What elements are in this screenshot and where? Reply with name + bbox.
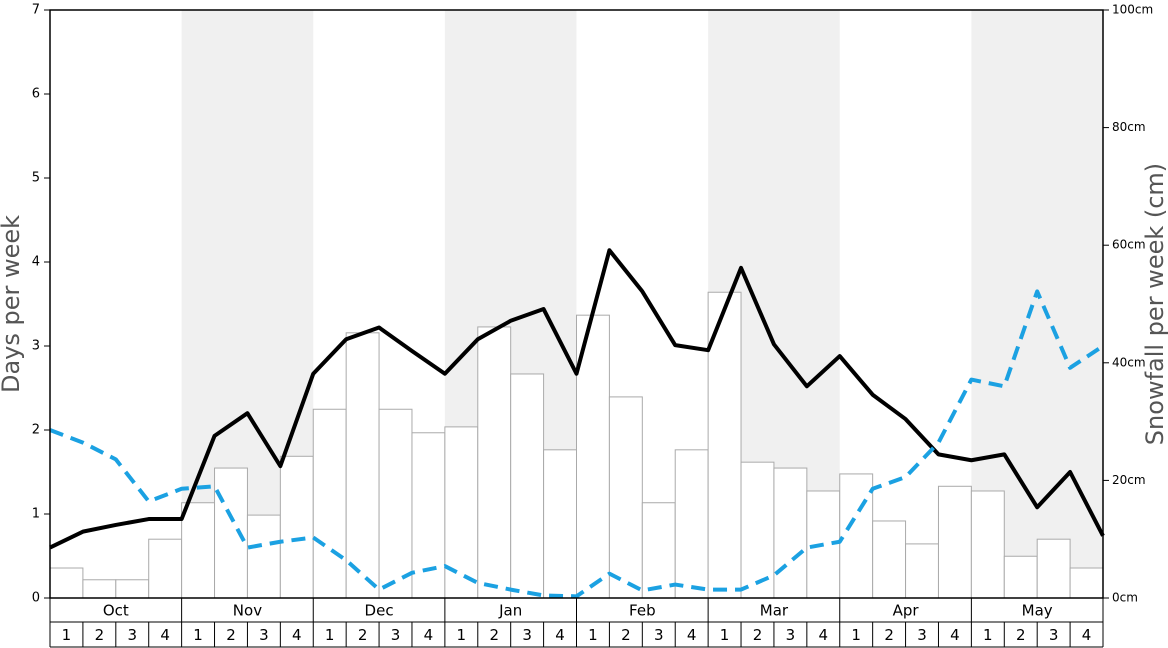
bar — [181, 502, 216, 599]
week-label: 2 — [884, 626, 894, 644]
bar — [312, 408, 347, 599]
y2-tick-label: 20cm — [1112, 473, 1146, 487]
month-label: Nov — [233, 602, 262, 620]
week-label: 2 — [95, 626, 105, 644]
bar — [345, 332, 380, 599]
week-label: 1 — [720, 626, 730, 644]
y2-tick-label: 100cm — [1112, 3, 1153, 17]
y2-tick-label: 40cm — [1112, 355, 1146, 369]
week-label: 1 — [983, 626, 993, 644]
bar — [576, 314, 610, 599]
week-label: 3 — [522, 626, 532, 644]
week-label: 2 — [1016, 626, 1026, 644]
month-label: Feb — [629, 602, 656, 620]
bar — [773, 467, 808, 599]
week-label: 1 — [62, 626, 72, 644]
bar — [707, 291, 742, 599]
week-label: 4 — [292, 626, 302, 644]
bar — [641, 502, 676, 599]
week-label: 4 — [950, 626, 960, 644]
y2-tick-label: 60cm — [1112, 238, 1146, 252]
y-axis-label: Days per week — [0, 215, 25, 393]
y-tick-label: 4 — [32, 255, 40, 270]
y2-axis-label: Snowfall per week (cm) — [1141, 163, 1168, 445]
bar — [1036, 538, 1071, 599]
bar — [115, 579, 150, 599]
week-label: 2 — [226, 626, 236, 644]
week-label: 4 — [1082, 626, 1092, 644]
week-label: 3 — [259, 626, 269, 644]
bar — [49, 567, 84, 599]
y2-tick-label: 0cm — [1112, 591, 1138, 605]
week-label: 1 — [851, 626, 861, 644]
bar — [543, 449, 577, 599]
week-label: 1 — [325, 626, 335, 644]
bar — [1069, 567, 1104, 599]
week-label: 4 — [819, 626, 829, 644]
bar — [246, 514, 281, 599]
bar — [279, 455, 314, 599]
y-tick-label: 3 — [32, 339, 40, 354]
bar — [740, 461, 775, 599]
week-label: 4 — [555, 626, 565, 644]
bar — [82, 579, 117, 599]
week-label: 4 — [424, 626, 434, 644]
week-label: 2 — [489, 626, 499, 644]
bar — [970, 490, 1005, 599]
week-label: 3 — [917, 626, 927, 644]
y-tick-label: 2 — [32, 423, 40, 438]
week-label: 1 — [193, 626, 203, 644]
bar — [378, 408, 413, 599]
y-tick-label: 7 — [32, 3, 40, 18]
y-tick-label: 6 — [32, 87, 40, 102]
bar — [411, 432, 446, 599]
bar — [477, 326, 512, 599]
week-label: 3 — [1049, 626, 1059, 644]
week-label: 1 — [457, 626, 467, 644]
week-label: 2 — [621, 626, 631, 644]
bar — [872, 520, 907, 599]
week-label: 3 — [127, 626, 137, 644]
week-label: 2 — [753, 626, 763, 644]
week-label: 3 — [786, 626, 796, 644]
bar — [1003, 555, 1038, 599]
bar — [608, 396, 643, 599]
bar — [674, 449, 709, 599]
bar — [937, 485, 972, 599]
y2-tick-label: 80cm — [1112, 120, 1146, 134]
month-label: Oct — [103, 602, 129, 620]
y-tick-label: 1 — [32, 507, 40, 522]
week-label: 3 — [654, 626, 664, 644]
bar — [905, 543, 939, 599]
month-label: Dec — [365, 602, 394, 620]
week-label: 3 — [391, 626, 401, 644]
week-label: 4 — [687, 626, 697, 644]
month-label: Jan — [498, 602, 522, 620]
month-label: Mar — [760, 602, 789, 620]
bar — [148, 538, 183, 599]
week-label: 2 — [358, 626, 368, 644]
week-label: 4 — [160, 626, 170, 644]
bar — [444, 426, 479, 599]
month-label: May — [1022, 602, 1053, 620]
line — [49, 289, 1105, 599]
line — [49, 248, 1105, 550]
week-label: 1 — [588, 626, 598, 644]
y-tick-label: 5 — [32, 171, 40, 186]
bar — [510, 373, 545, 599]
bar — [839, 473, 874, 599]
month-label: Apr — [893, 602, 920, 620]
bar — [214, 467, 248, 599]
y-tick-label: 0 — [32, 591, 40, 606]
